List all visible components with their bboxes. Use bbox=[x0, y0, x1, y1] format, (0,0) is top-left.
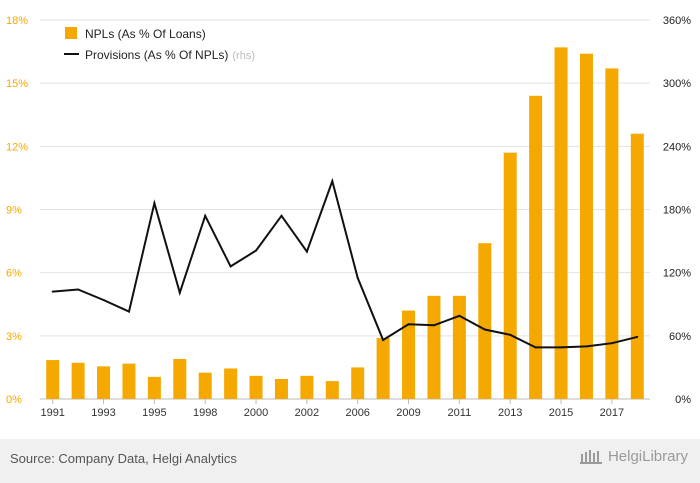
x-tick-label: 2011 bbox=[448, 407, 472, 419]
npl-bar bbox=[122, 363, 136, 399]
brand-logo[interactable]: HelgiLibrary bbox=[579, 448, 688, 465]
npl-bar bbox=[452, 295, 466, 399]
npl-bar bbox=[249, 375, 263, 399]
provisions-polyline bbox=[52, 177, 638, 349]
npl-bar bbox=[300, 375, 314, 399]
right-axis-ticks: 0% 60% 120% 180% 240% 300% 360% bbox=[663, 15, 691, 406]
provisions-line bbox=[51, 177, 639, 349]
left-tick-label: 3% bbox=[6, 331, 22, 343]
left-tick-label: 0% bbox=[6, 394, 22, 406]
brand-name: HelgiLibrary bbox=[607, 448, 688, 465]
right-tick-label: 0% bbox=[675, 394, 691, 406]
right-tick-label: 180% bbox=[663, 205, 691, 217]
provisions-point bbox=[356, 276, 359, 279]
source-note: Source: Company Data, Helgi Analytics bbox=[10, 451, 237, 466]
npl-bar bbox=[605, 68, 619, 399]
npl-bar bbox=[503, 152, 517, 399]
npl-bar bbox=[478, 243, 492, 399]
left-tick-label: 12% bbox=[6, 141, 28, 153]
left-tick-label: 6% bbox=[6, 268, 22, 280]
legend-label-npls: NPLs (As % Of Loans) bbox=[85, 27, 206, 41]
provisions-point bbox=[102, 299, 105, 302]
npl-bar bbox=[198, 372, 212, 399]
provisions-point bbox=[77, 288, 80, 291]
x-tick-label: 1995 bbox=[142, 407, 166, 419]
provisions-point bbox=[305, 250, 308, 253]
provisions-point bbox=[382, 339, 385, 342]
npl-bar bbox=[554, 47, 568, 399]
npl-bar bbox=[224, 368, 238, 399]
npl-bar bbox=[579, 53, 593, 399]
npl-bars bbox=[46, 47, 644, 400]
legend-label-provisions-name: Provisions (As % Of NPLs) bbox=[85, 48, 228, 62]
gridlines bbox=[40, 19, 650, 400]
x-tick-label: 2000 bbox=[244, 407, 268, 419]
provisions-point bbox=[432, 324, 435, 327]
provisions-point bbox=[534, 346, 537, 349]
library-icon bbox=[579, 450, 602, 464]
provisions-point bbox=[178, 291, 181, 294]
right-tick-label: 240% bbox=[663, 141, 691, 153]
provisions-point bbox=[204, 214, 207, 217]
left-tick-label: 15% bbox=[6, 78, 28, 90]
npl-bar bbox=[173, 358, 187, 399]
chart: 0% 3% 6% 9% 12% 15% 18% 0% 60% 120% 180% 240% 300% 3… bbox=[6, 15, 691, 419]
legend-label-provisions: Provisions (As % Of NPLs) (rhs) bbox=[85, 48, 255, 62]
right-tick-label: 120% bbox=[663, 268, 691, 280]
npl-bar bbox=[630, 133, 644, 399]
provisions-point bbox=[610, 342, 613, 345]
provisions-point bbox=[585, 345, 588, 348]
x-tick-label: 2013 bbox=[498, 407, 522, 419]
x-tick-label: 2015 bbox=[549, 407, 573, 419]
npl-bar bbox=[529, 95, 543, 400]
provisions-point bbox=[509, 333, 512, 336]
legend-swatch-npls bbox=[65, 27, 77, 39]
x-tick-label: 2006 bbox=[345, 407, 369, 419]
left-axis-ticks: 0% 3% 6% 9% 12% 15% 18% bbox=[6, 15, 28, 406]
left-tick-label: 9% bbox=[6, 205, 22, 217]
right-tick-label: 60% bbox=[669, 331, 691, 343]
provisions-point bbox=[127, 310, 130, 313]
x-tick-label: 1991 bbox=[40, 407, 64, 419]
provisions-point bbox=[560, 346, 563, 349]
provisions-point bbox=[229, 265, 232, 268]
npl-bar bbox=[46, 360, 60, 399]
legend[interactable]: NPLs (As % Of Loans) Provisions (As % Of… bbox=[64, 27, 255, 62]
provisions-point bbox=[636, 335, 639, 338]
npl-bar bbox=[325, 381, 339, 399]
x-tick-label: 1993 bbox=[91, 407, 115, 419]
right-tick-label: 300% bbox=[663, 78, 691, 90]
x-tick-label: 1998 bbox=[193, 407, 217, 419]
x-axis-ticks: 1991 1993 1995 1998 2000 2002 2006 2009 2011 2013… bbox=[40, 399, 624, 419]
provisions-point bbox=[51, 290, 54, 293]
x-tick-label: 2009 bbox=[396, 407, 420, 419]
provisions-point bbox=[280, 214, 283, 217]
provisions-point bbox=[483, 328, 486, 331]
npl-bar bbox=[351, 367, 365, 399]
npl-bar bbox=[376, 337, 390, 399]
x-tick-label: 2017 bbox=[600, 407, 624, 419]
left-tick-label: 18% bbox=[6, 15, 28, 27]
npl-bar bbox=[427, 295, 441, 399]
x-tick-label: 2002 bbox=[295, 407, 319, 419]
provisions-point bbox=[407, 323, 410, 326]
npl-bar bbox=[274, 378, 288, 399]
npl-bar bbox=[71, 362, 85, 399]
provisions-point bbox=[153, 202, 156, 205]
provisions-point bbox=[255, 249, 258, 252]
provisions-point bbox=[331, 180, 334, 183]
footer: Source: Company Data, Helgi Analytics He… bbox=[0, 439, 700, 483]
npl-bar bbox=[402, 310, 416, 399]
provisions-point bbox=[458, 314, 461, 317]
npl-bar bbox=[97, 366, 111, 399]
npl-bar bbox=[147, 376, 161, 399]
legend-label-provisions-suffix: (rhs) bbox=[232, 50, 255, 62]
right-tick-label: 360% bbox=[663, 15, 691, 27]
